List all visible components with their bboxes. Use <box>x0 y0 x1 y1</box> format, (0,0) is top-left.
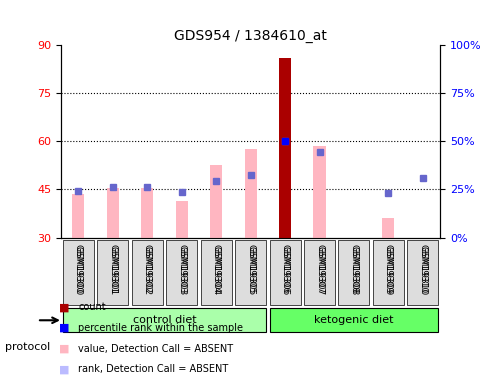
Text: GSM19308: GSM19308 <box>349 244 358 294</box>
Text: GSM19308: GSM19308 <box>349 246 358 295</box>
Text: GSM19300: GSM19300 <box>74 246 82 295</box>
Bar <box>141 188 153 237</box>
FancyBboxPatch shape <box>63 308 265 332</box>
Bar <box>382 218 394 237</box>
FancyBboxPatch shape <box>372 240 403 305</box>
Text: GSM19306: GSM19306 <box>280 244 289 294</box>
FancyBboxPatch shape <box>338 240 369 305</box>
Text: GSM19302: GSM19302 <box>142 246 151 295</box>
Text: protocol: protocol <box>5 342 50 352</box>
Text: GSM19306: GSM19306 <box>280 246 289 295</box>
Text: GSM19302: GSM19302 <box>142 244 151 294</box>
Bar <box>175 201 187 237</box>
Text: GSM19307: GSM19307 <box>314 246 324 295</box>
FancyBboxPatch shape <box>97 240 128 305</box>
Bar <box>347 237 359 239</box>
Text: GSM19303: GSM19303 <box>177 244 186 294</box>
Text: ketogenic diet: ketogenic diet <box>314 315 393 325</box>
FancyBboxPatch shape <box>131 240 163 305</box>
FancyBboxPatch shape <box>269 240 300 305</box>
Text: GSM19309: GSM19309 <box>383 246 392 295</box>
FancyBboxPatch shape <box>63 240 94 305</box>
FancyBboxPatch shape <box>269 308 437 332</box>
FancyBboxPatch shape <box>304 240 334 305</box>
Text: GSM19303: GSM19303 <box>177 246 186 295</box>
Title: GDS954 / 1384610_at: GDS954 / 1384610_at <box>174 28 326 43</box>
Bar <box>244 149 256 237</box>
Text: GSM19304: GSM19304 <box>211 246 220 295</box>
Bar <box>72 194 84 237</box>
Text: GSM19307: GSM19307 <box>314 244 324 294</box>
Text: GSM19310: GSM19310 <box>418 246 427 295</box>
Text: ■: ■ <box>59 364 69 374</box>
FancyBboxPatch shape <box>407 240 437 305</box>
Text: GSM19301: GSM19301 <box>108 246 117 295</box>
FancyBboxPatch shape <box>166 240 197 305</box>
Bar <box>106 188 119 237</box>
Text: ■: ■ <box>59 323 69 333</box>
Bar <box>279 58 290 237</box>
Text: GSM19305: GSM19305 <box>245 246 255 295</box>
Text: GSM19310: GSM19310 <box>418 244 427 294</box>
Text: GSM19300: GSM19300 <box>74 244 82 294</box>
Text: count: count <box>78 303 105 312</box>
FancyBboxPatch shape <box>235 240 265 305</box>
Bar <box>210 165 222 237</box>
Text: GSM19305: GSM19305 <box>245 244 255 294</box>
Text: GSM19304: GSM19304 <box>211 244 220 294</box>
Text: GSM19301: GSM19301 <box>108 244 117 294</box>
Text: percentile rank within the sample: percentile rank within the sample <box>78 323 243 333</box>
Text: ■: ■ <box>59 303 69 312</box>
Text: GSM19309: GSM19309 <box>383 244 392 294</box>
Text: control diet: control diet <box>132 315 196 325</box>
Text: rank, Detection Call = ABSENT: rank, Detection Call = ABSENT <box>78 364 228 374</box>
Bar <box>313 146 325 237</box>
Text: ■: ■ <box>59 344 69 354</box>
Text: value, Detection Call = ABSENT: value, Detection Call = ABSENT <box>78 344 233 354</box>
FancyBboxPatch shape <box>200 240 231 305</box>
